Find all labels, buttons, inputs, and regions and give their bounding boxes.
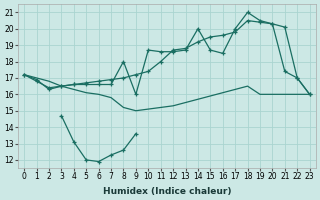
X-axis label: Humidex (Indice chaleur): Humidex (Indice chaleur) <box>103 187 231 196</box>
